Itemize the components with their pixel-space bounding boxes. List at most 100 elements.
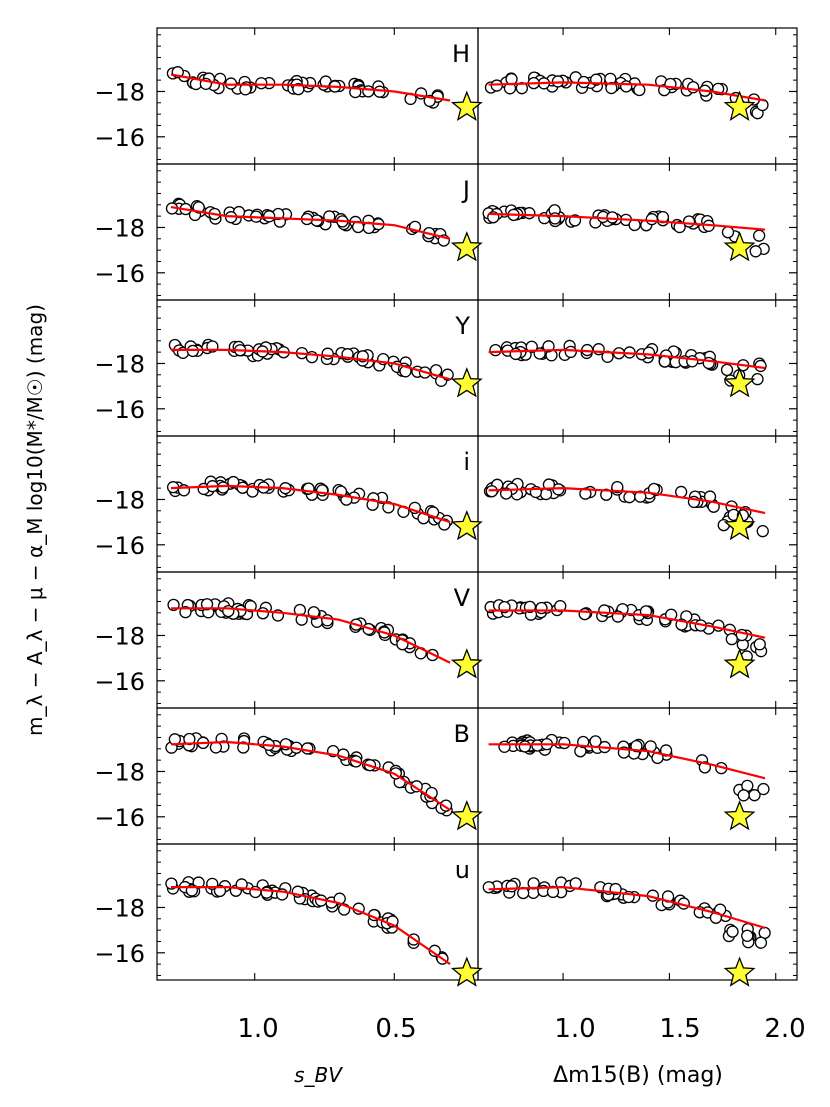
data-point: [600, 488, 613, 501]
star-marker-right-B: [723, 800, 756, 831]
x-tick-right-1: 1.0: [554, 1014, 595, 1044]
panel-V: −18 −16 V: [94, 571, 798, 709]
data-point: [301, 742, 314, 755]
fit-curve-right-V: [488, 609, 766, 639]
y-tick-label-V-1: −16: [94, 668, 145, 696]
y-tick-label-B-1: −16: [94, 804, 145, 832]
fit-curve-left-u: [171, 886, 451, 966]
star-marker-right-Y: [723, 367, 756, 398]
star-marker-right-u: [723, 956, 756, 987]
y-tick-label-J-1: −16: [94, 260, 145, 288]
data-point: [307, 606, 320, 619]
data-point: [605, 81, 618, 95]
data-point: [548, 212, 562, 225]
frame-right-u: [477, 843, 798, 981]
scatter-right-J: [482, 204, 770, 258]
frame-left-B: [156, 707, 479, 845]
data-point: [525, 340, 538, 353]
data-point: [726, 925, 739, 938]
y-tick-label-Y-1: −16: [94, 396, 145, 424]
star-marker-left-V: [450, 648, 483, 679]
y-tick-label-i-1: −16: [94, 532, 145, 560]
frame-right-J: [477, 163, 798, 301]
y-tick-label-u-0: −18: [94, 894, 145, 922]
data-point: [217, 481, 230, 494]
data-point: [260, 886, 273, 899]
data-point: [558, 736, 571, 750]
star-marker-left-u: [450, 956, 483, 987]
panel-H: −18 −16 H: [94, 27, 798, 165]
data-point: [620, 80, 633, 93]
frame-right-i: [477, 435, 798, 573]
panel-J: −18 −16 J: [94, 163, 798, 301]
x-tick-right-3: 2.0: [764, 1014, 805, 1044]
star-marker-left-i: [450, 509, 483, 541]
fit-curve-right-B: [488, 743, 766, 780]
scatter-right-i: [483, 477, 769, 538]
data-point: [482, 881, 495, 894]
data-point: [589, 735, 602, 748]
fit-curve-right-i: [488, 486, 766, 515]
data-point: [720, 363, 734, 377]
y-tick-label-V-0: −18: [94, 622, 145, 650]
band-label-V: V: [454, 584, 471, 612]
y-axis-label: m_λ − A_λ − μ − α_M log10(M*/M☉) (mag): [23, 304, 47, 736]
data-point: [321, 614, 334, 627]
data-point: [256, 607, 270, 620]
fit-curve-left-i: [170, 484, 451, 524]
fit-curve-left-B: [170, 740, 451, 811]
data-point: [757, 782, 770, 796]
data-point: [321, 347, 334, 360]
frame-left-i: [156, 435, 479, 573]
y-tick-label-H-1: −16: [94, 124, 145, 152]
band-label-J: J: [461, 176, 470, 204]
star-marker-right-i: [723, 509, 756, 541]
band-label-B: B: [454, 720, 470, 748]
scatter-left-B: [165, 732, 453, 817]
data-point: [578, 607, 591, 621]
data-point: [362, 85, 375, 98]
star-marker-right-H: [723, 90, 756, 121]
y-tick-label-Y-0: −18: [94, 350, 145, 378]
data-point: [606, 211, 619, 224]
data-point: [687, 81, 700, 94]
data-point: [498, 740, 511, 753]
x-tick-left-2: 0.5: [375, 1014, 416, 1044]
data-point: [542, 340, 555, 353]
band-label-H: H: [452, 40, 470, 68]
scatter-left-Y: [168, 338, 454, 387]
data-point: [200, 598, 214, 611]
fit-curve-right-Y: [488, 348, 766, 370]
scatter-left-i: [166, 475, 454, 531]
fit-curve-left-H: [170, 73, 451, 102]
data-point: [686, 355, 699, 368]
panel-Y: −18 −16 Y: [94, 299, 798, 437]
y-tick-label-u-1: −16: [94, 940, 145, 968]
data-point: [554, 599, 567, 613]
frame-left-Y: [156, 299, 479, 437]
x-axis-label-left: s_BV: [294, 1063, 343, 1087]
data-point: [598, 604, 611, 617]
frame-left-V: [156, 571, 479, 709]
data-point: [725, 632, 738, 646]
panel-B: −18 −16 B: [94, 707, 798, 845]
band-label-Y: Y: [454, 312, 470, 340]
data-point: [535, 601, 548, 615]
data-point: [509, 347, 522, 361]
data-point: [518, 740, 532, 753]
fit-curve-left-Y: [171, 348, 451, 381]
star-marker-right-V: [723, 648, 756, 679]
y-tick-label-i-0: −18: [94, 486, 145, 514]
panel-u: −18 −16 u: [94, 843, 798, 987]
data-point: [489, 344, 502, 357]
data-point: [752, 229, 766, 242]
data-point: [634, 490, 647, 503]
frame-right-Y: [477, 299, 798, 437]
data-point: [227, 475, 240, 489]
fit-curve-left-J: [170, 206, 451, 240]
band-label-u: u: [455, 856, 470, 884]
scatter-right-V: [484, 599, 768, 663]
fit-curve-right-J: [488, 212, 766, 231]
data-point: [754, 936, 768, 949]
